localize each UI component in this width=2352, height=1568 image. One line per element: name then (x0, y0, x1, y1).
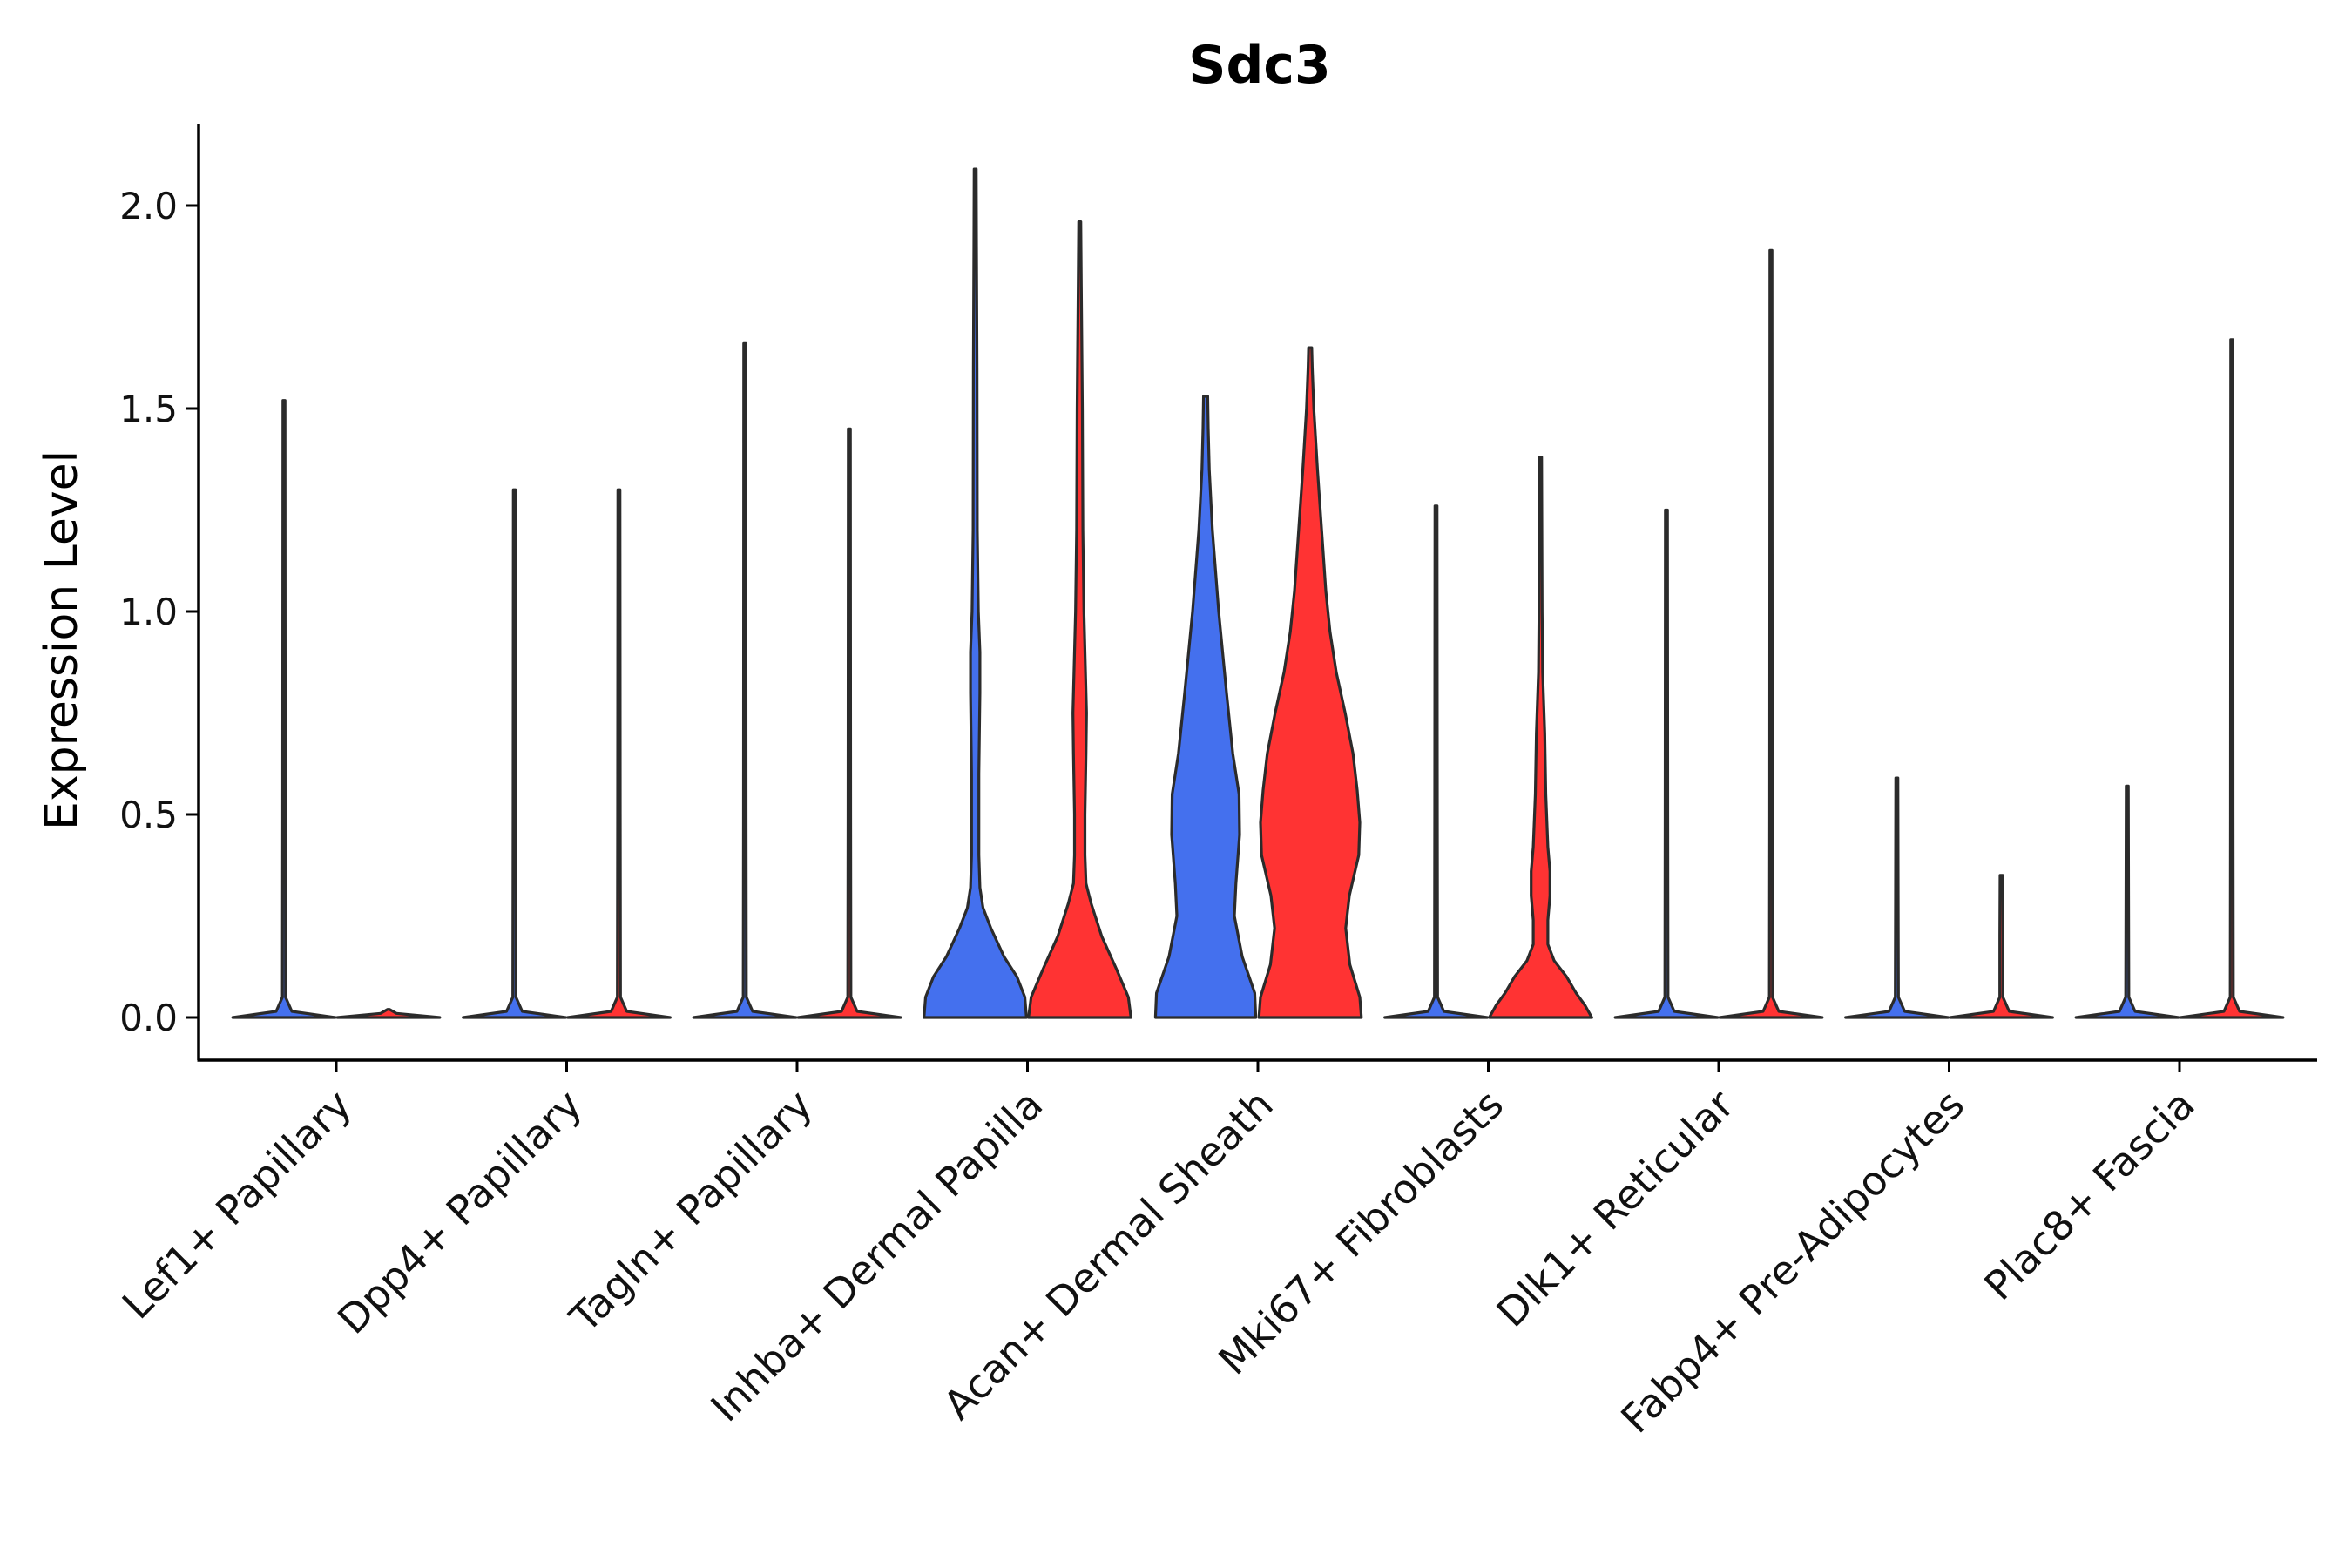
violin-fabp4-pre-adipocytes-1 (1844, 776, 1950, 1019)
violin-mki67-fibroblasts-2 (1488, 456, 1593, 1019)
violin-tagln-papillary-2 (796, 427, 902, 1019)
x-tick-label: Lef1+ Papillary (113, 1081, 361, 1328)
violin-dlk1-reticular-1 (1613, 508, 1720, 1019)
y-tick-label: 1.0 (119, 591, 178, 633)
y-tick-label: 2.0 (119, 185, 178, 227)
violin-plac8-fascia-2 (2179, 338, 2285, 1019)
violin-plac8-fascia-1 (2074, 784, 2180, 1019)
x-tick-label: Plac8+ Fascia (1975, 1081, 2203, 1309)
y-ticks: 0.0 0.5 1.0 1.5 2.0 (119, 185, 199, 1039)
y-tick-label: 0.0 (119, 997, 178, 1039)
violin-fabp4-pre-adipocytes-2 (1949, 874, 2054, 1019)
violin-tagln-papillary-1 (692, 341, 798, 1019)
x-tick-label: Dlk1+ Reticular (1488, 1081, 1743, 1336)
y-tick-label: 1.5 (119, 388, 178, 430)
x-tick-label: Dpp4+ Papillary (328, 1081, 591, 1343)
violin-dlk1-reticular-2 (1718, 248, 1824, 1019)
violin-acan-dermal-sheath-2 (1257, 346, 1363, 1019)
violins-layer (231, 167, 2285, 1019)
chart-title: Sdc3 (1188, 35, 1330, 96)
y-tick-label: 0.5 (119, 794, 178, 836)
violin-mki67-fibroblasts-1 (1383, 504, 1489, 1019)
violin-dpp4-papillary-2 (566, 488, 672, 1019)
violin-inhba-dermal-papilla-2 (1027, 220, 1132, 1019)
violin-lef1-papillary-1 (231, 399, 337, 1019)
violin-dpp4-papillary-1 (462, 488, 567, 1019)
violin-inhba-dermal-papilla-1 (923, 167, 1028, 1019)
x-tick-label: Tagln+ Papillary (560, 1081, 821, 1342)
violin-acan-dermal-sheath-1 (1153, 395, 1258, 1019)
y-axis-label: Expression Level (36, 450, 88, 830)
violin-lef1-papillary-2 (335, 1008, 442, 1019)
